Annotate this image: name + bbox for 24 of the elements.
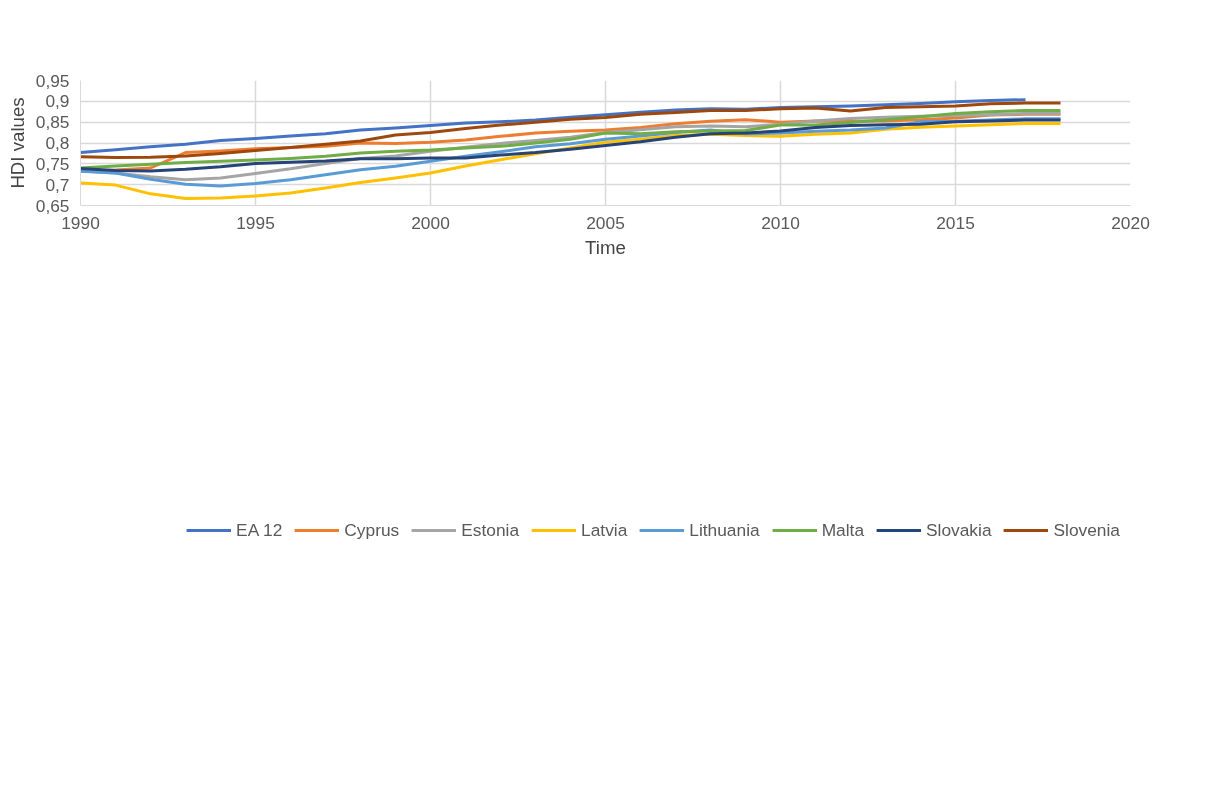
y-axis-title: HDI values xyxy=(6,97,28,189)
x-axis-title: Time xyxy=(585,236,626,258)
y-tick-label: 0,85 xyxy=(35,112,70,133)
y-tick-label: 0,9 xyxy=(45,91,70,112)
legend-label: Malta xyxy=(821,519,865,541)
x-tick-label: 2005 xyxy=(586,212,625,233)
legend-label: Cyprus xyxy=(344,519,400,541)
legend-label: Lithuania xyxy=(689,519,760,541)
x-tick-label: 1995 xyxy=(236,212,275,233)
y-tick-label: 0,8 xyxy=(45,133,70,153)
line-series xyxy=(80,98,1027,155)
x-tick-label: 2020 xyxy=(1111,212,1150,233)
legend-label: Latvia xyxy=(581,519,628,541)
y-tick-label: 0,75 xyxy=(35,153,70,174)
y-tick-label: 0,95 xyxy=(35,70,70,91)
legend-label: EA 12 xyxy=(236,519,283,541)
y-tick-label: 0,7 xyxy=(45,174,70,195)
legend-label: Slovakia xyxy=(926,519,992,541)
x-tick-label: 2015 xyxy=(936,212,975,233)
x-tick-label: 2010 xyxy=(761,212,800,233)
line-series xyxy=(80,101,1062,160)
legend-label: Slovenia xyxy=(1053,519,1120,541)
legend-label: Estonia xyxy=(461,519,520,541)
x-tick-label: 2000 xyxy=(411,212,450,233)
